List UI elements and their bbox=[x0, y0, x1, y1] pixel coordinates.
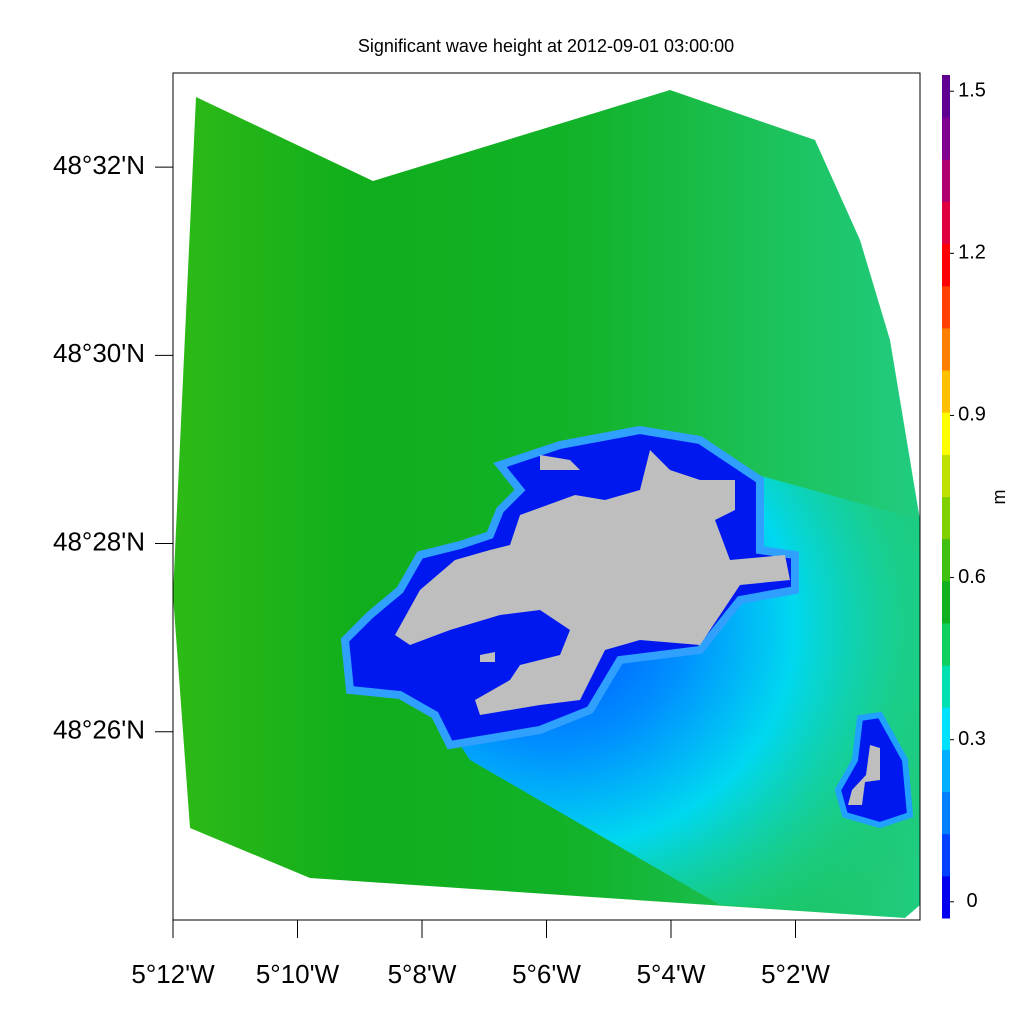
colorbar-swatch bbox=[942, 201, 950, 245]
colorbar-swatch bbox=[942, 159, 950, 202]
colorbar-swatch bbox=[942, 243, 950, 287]
colorbar-tick-label: 0.3 bbox=[958, 728, 986, 750]
colorbar-swatch bbox=[942, 580, 950, 624]
x-tick-label: 5°12'W bbox=[131, 959, 215, 989]
x-tick-label: 5°8'W bbox=[388, 959, 457, 989]
colorbar-swatch bbox=[942, 875, 950, 919]
colorbar-swatch bbox=[942, 707, 950, 750]
y-tick-label: 48°30'N bbox=[53, 338, 145, 368]
y-tick-label: 48°28'N bbox=[53, 526, 145, 556]
colorbar-swatch bbox=[942, 496, 950, 540]
colorbar-swatch bbox=[942, 285, 950, 329]
colorbar-swatch bbox=[942, 117, 950, 160]
colorbar-swatch bbox=[942, 749, 950, 793]
east-islet bbox=[848, 745, 880, 805]
y-tick-label: 48°32'N bbox=[53, 150, 145, 180]
colorbar-swatch bbox=[942, 412, 950, 455]
colorbar-tick-label: 1.2 bbox=[958, 242, 986, 264]
colorbar-swatch bbox=[942, 665, 950, 708]
x-tick-label: 5°10'W bbox=[256, 959, 340, 989]
colorbar-swatch bbox=[942, 538, 950, 582]
colorbar-swatch bbox=[942, 833, 950, 877]
colorbar-tick-label: 1.5 bbox=[958, 79, 986, 101]
colorbar-swatch bbox=[942, 622, 950, 666]
colorbar-tick-label: 0 bbox=[966, 890, 977, 912]
axes: 5°12'W 5°10'W 5°8'W 5°6'W 5°4'W 5°2'W 48°32'N 4… bbox=[53, 75, 1009, 989]
island bbox=[395, 450, 790, 715]
chart-title: Significant wave height at 2012-09-01 03… bbox=[358, 36, 734, 56]
y-tick-label: 48°26'N bbox=[53, 715, 145, 745]
wave-field bbox=[173, 90, 920, 918]
colorbar-swatch bbox=[942, 75, 950, 118]
colorbar-swatch bbox=[942, 370, 950, 413]
x-tick-label: 5°4'W bbox=[637, 959, 706, 989]
colorbar-swatch bbox=[942, 454, 950, 497]
colorbar-swatch bbox=[942, 791, 950, 835]
colorbar-tick-label: 0.6 bbox=[958, 566, 986, 588]
x-tick-label: 5°2'W bbox=[761, 959, 830, 989]
colorbar-tick-label: 0.9 bbox=[958, 404, 986, 426]
colorbar-label: m bbox=[989, 490, 1009, 505]
x-tick-label: 5°6'W bbox=[512, 959, 581, 989]
colorbar-swatch bbox=[942, 327, 950, 371]
